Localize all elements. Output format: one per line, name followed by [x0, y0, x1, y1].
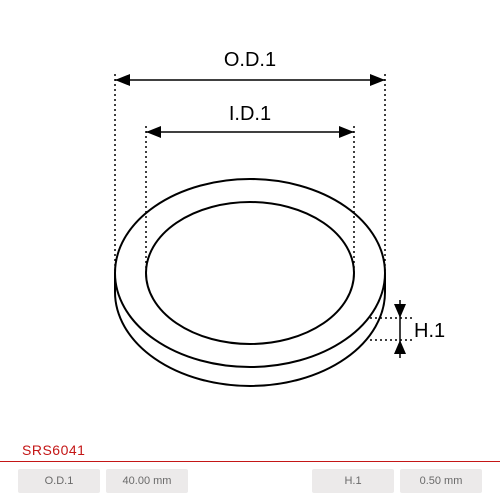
id-label: I.D.1: [229, 103, 271, 125]
h-label: H.1: [414, 320, 445, 342]
od-label: O.D.1: [224, 49, 276, 71]
spec-key: H.1: [312, 469, 394, 493]
technical-diagram: O.D.1 I.D.1 H.1: [0, 0, 500, 440]
spec-row: O.D.1 40.00 mm H.1 0.50 mm: [0, 462, 500, 500]
spec-value: 40.00 mm: [106, 469, 188, 493]
spec-key: O.D.1: [18, 469, 100, 493]
spec-value: 0.50 mm: [400, 469, 482, 493]
part-number: SRS6041: [22, 442, 85, 458]
